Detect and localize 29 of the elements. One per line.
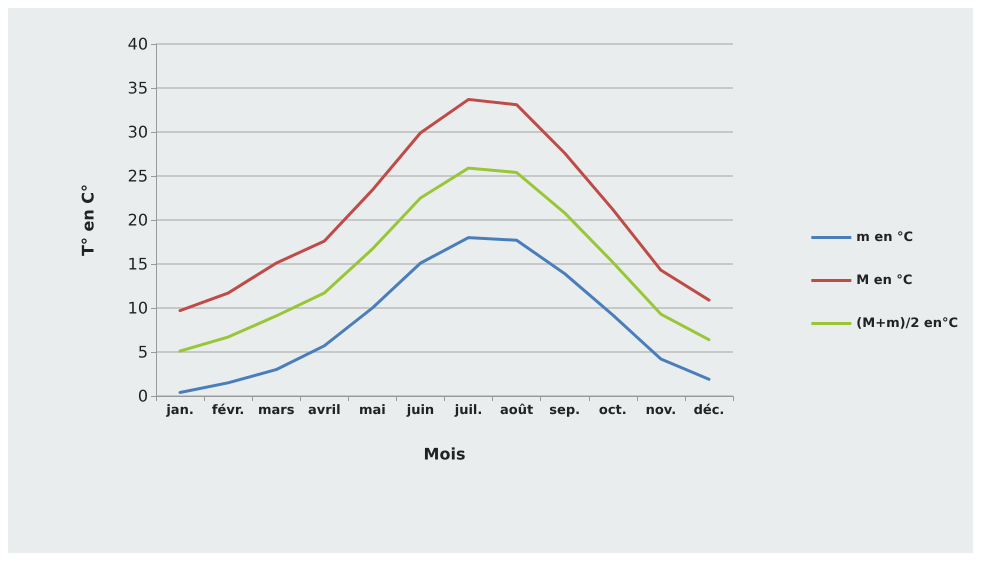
x-tick-label: déc.: [694, 403, 724, 418]
x-tick-label: oct.: [598, 403, 627, 418]
y-axis-title: T° en C°: [78, 184, 98, 256]
legend-label: (M+m)/2 en°C: [856, 316, 958, 331]
y-tick-label: 35: [128, 78, 148, 98]
y-tick-label: 10: [128, 298, 148, 318]
y-tick-label: 15: [128, 254, 148, 274]
y-tick-label: 0: [138, 386, 148, 406]
x-tick-label: nov.: [646, 403, 676, 418]
legend-label: M en °C: [856, 273, 912, 288]
x-tick-label: jan.: [165, 403, 194, 418]
legend-label: m en °C: [856, 230, 914, 245]
line-series: [178, 236, 710, 394]
x-tick-label: mars: [258, 403, 295, 418]
line-series: [178, 98, 710, 312]
x-tick-label: juin: [406, 403, 434, 418]
y-tick-label: 5: [138, 342, 148, 362]
x-tick-label: août: [500, 403, 534, 418]
x-tick-label: juil.: [454, 403, 482, 418]
x-tick-label: mai: [358, 403, 386, 418]
y-tick-label: 20: [128, 210, 148, 230]
y-tick-label: 40: [128, 34, 148, 54]
line-series: [178, 166, 710, 353]
x-tick-label: avril: [308, 403, 341, 418]
x-axis-title: Mois: [424, 444, 466, 464]
x-tick-label: sep.: [549, 403, 580, 418]
x-tick-label: févr.: [212, 403, 244, 418]
y-tick-label: 30: [128, 122, 148, 142]
y-tick-label: 25: [128, 166, 148, 186]
